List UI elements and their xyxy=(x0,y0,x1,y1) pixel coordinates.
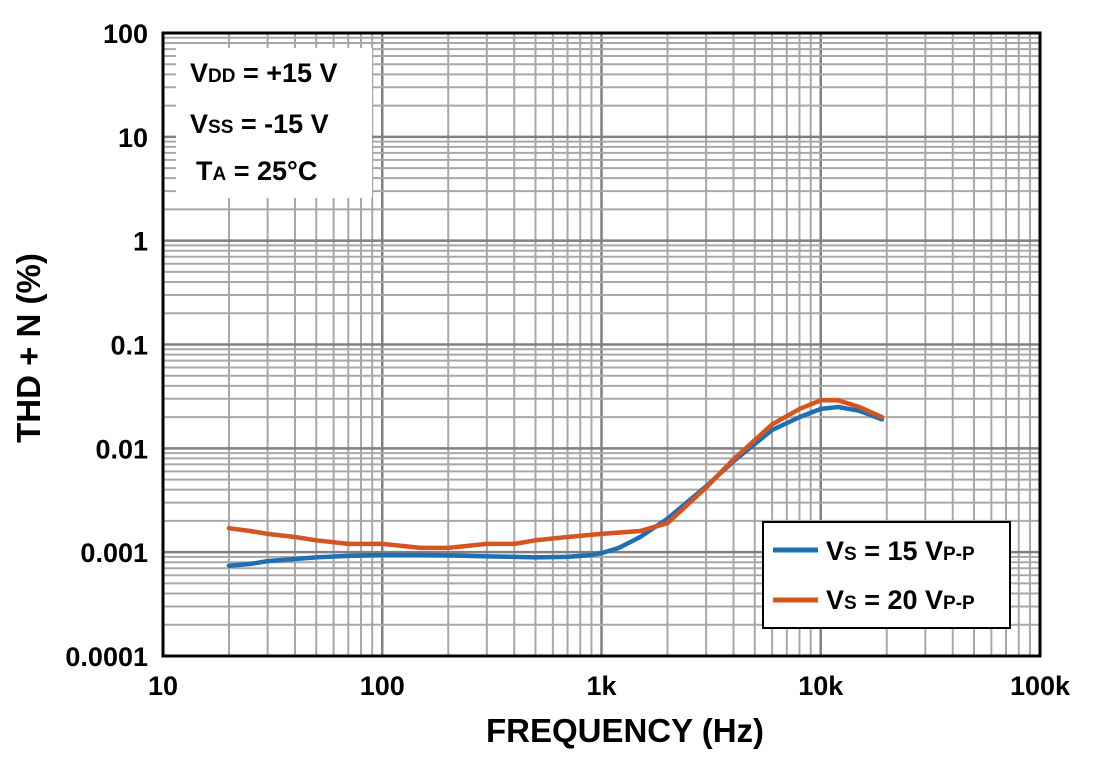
series-line-1 xyxy=(226,398,885,551)
y-tick-label: 0.001 xyxy=(80,538,148,568)
condition-vdd: VDD = +15 V xyxy=(190,58,338,88)
legend-label-15vpp: VS = 15 VP-P xyxy=(826,536,975,566)
x-tick-label: 10 xyxy=(148,671,178,701)
series-line-0 xyxy=(226,404,885,568)
x-axis-title: FREQUENCY (Hz) xyxy=(486,712,764,749)
y-tick-label: 10 xyxy=(118,123,148,153)
y-tick-label: 100 xyxy=(103,19,148,49)
condition-ta: TA = 25°C xyxy=(196,156,317,186)
y-tick-labels: 0.0001 0.001 0.01 0.1 1 10 100 xyxy=(65,19,148,672)
series-layer xyxy=(226,398,885,568)
y-tick-label: 0.01 xyxy=(95,434,148,464)
x-tick-label: 10k xyxy=(798,671,844,701)
legend-box xyxy=(762,521,1011,629)
y-tick-label: 0.0001 xyxy=(65,642,148,672)
legend-label-20vpp: VS = 20 VP-P xyxy=(826,585,975,615)
condition-vss: VSS = -15 V xyxy=(190,109,329,139)
conditions-box: VDD = +15 V VSS = -15 V TA = 25°C xyxy=(176,48,372,198)
y-axis-title: THD + N (%) xyxy=(10,253,47,443)
legend: VS = 15 VP-P VS = 20 VP-P xyxy=(762,521,1011,629)
x-tick-label: 100k xyxy=(1010,671,1071,701)
x-tick-label: 1k xyxy=(586,671,617,701)
x-tick-label: 100 xyxy=(360,671,405,701)
conditions-box-bg xyxy=(176,48,372,198)
y-tick-label: 0.1 xyxy=(110,331,148,361)
y-tick-label: 1 xyxy=(133,227,148,257)
x-tick-labels: 10 100 1k 10k 100k xyxy=(148,671,1071,701)
plot-frame xyxy=(161,31,1042,658)
